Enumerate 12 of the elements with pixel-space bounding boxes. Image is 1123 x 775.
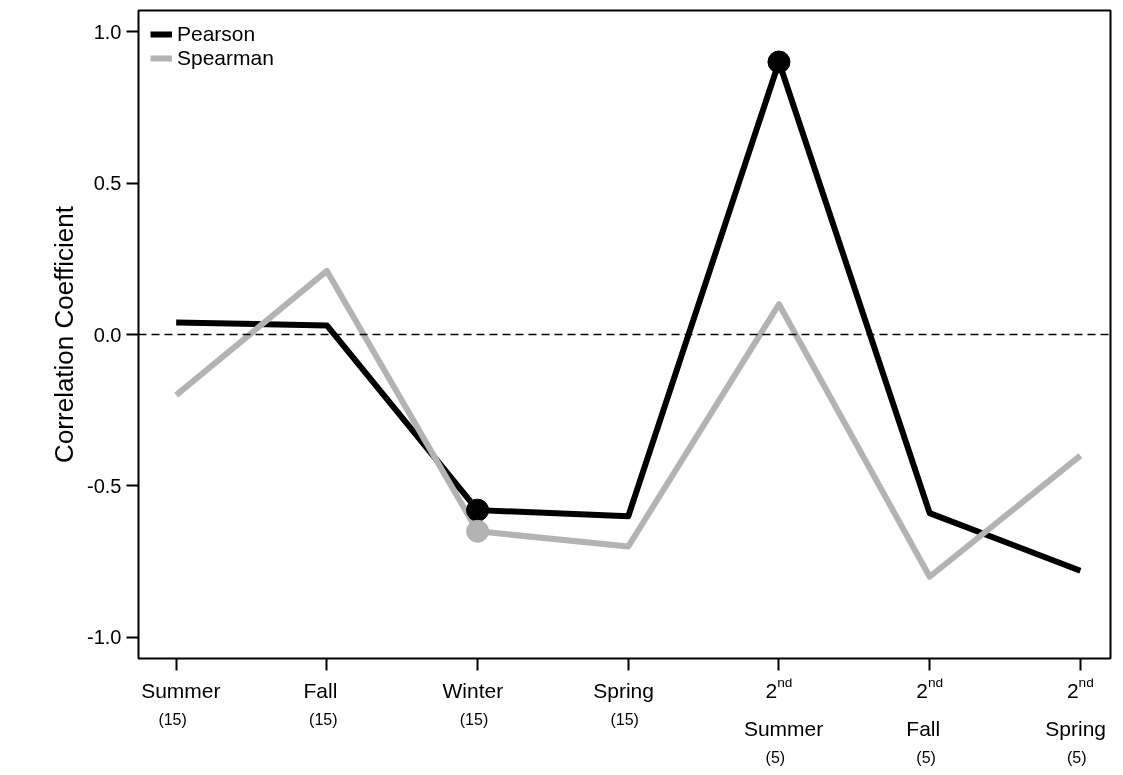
x-tick-label: Fall (15)	[303, 679, 338, 728]
y-tick-label: 0.5	[93, 172, 122, 195]
x-tick-label: Winter (15)	[442, 679, 504, 728]
legend-label: Pearson	[177, 22, 256, 46]
y-tick-label: 0.0	[93, 323, 122, 346]
legend-label: Spearman	[177, 46, 274, 70]
y-axis-title: Correlation Coefficient	[49, 205, 80, 463]
y-tick-label: -0.5	[87, 474, 122, 497]
y-tick-label: -1.0	[87, 626, 122, 649]
y-tick-label: 1.0	[93, 20, 122, 43]
x-tick-label: Spring (15)	[593, 679, 654, 728]
x-tick-label: Summer (15)	[141, 679, 221, 728]
